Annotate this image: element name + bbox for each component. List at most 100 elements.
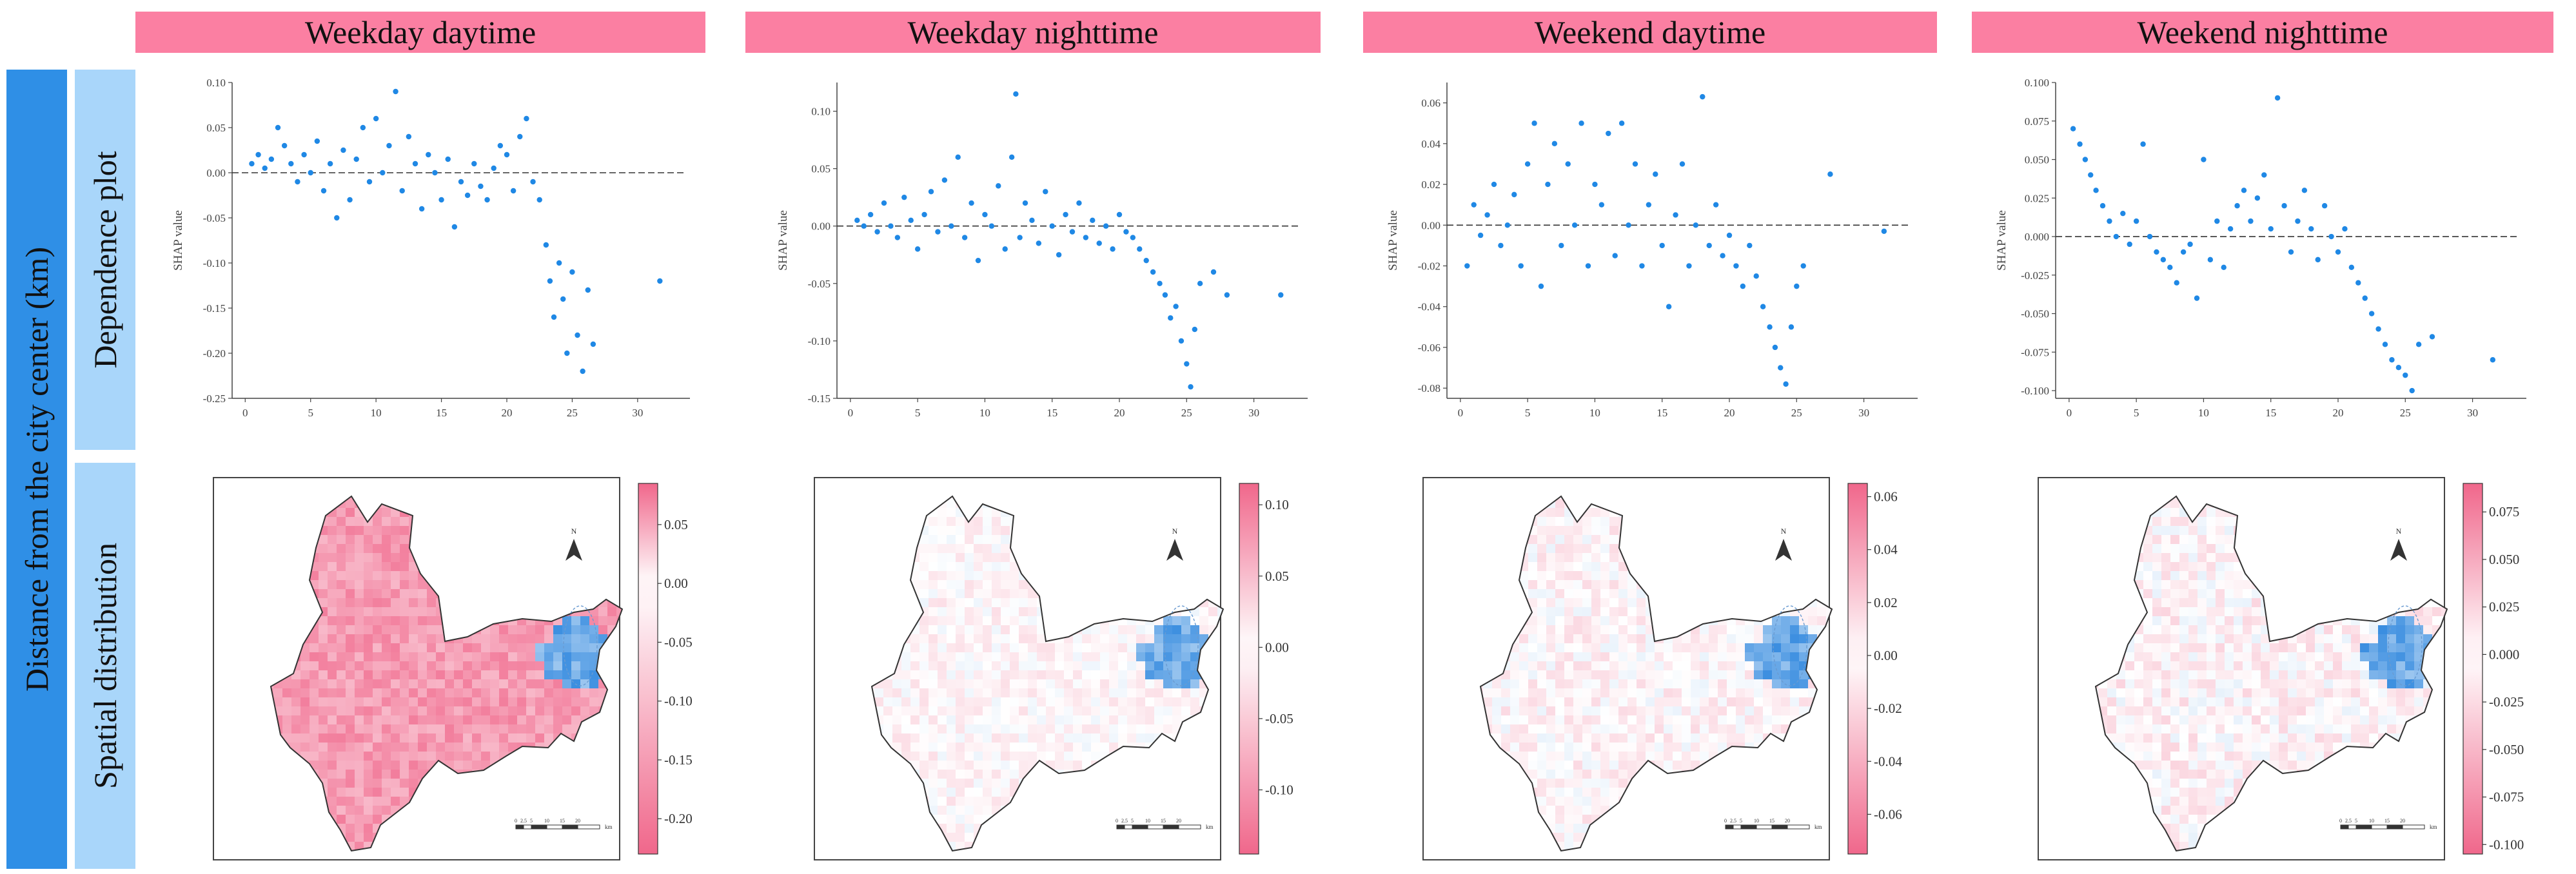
map-cell xyxy=(1600,544,1609,553)
data-point xyxy=(418,206,425,212)
map-cell xyxy=(1691,697,1700,706)
panel-title-4: Weekend nighttime xyxy=(2137,14,2388,50)
map-cell xyxy=(1727,697,1736,706)
data-point xyxy=(1224,292,1230,298)
map-cell xyxy=(400,788,409,797)
data-point xyxy=(2389,357,2395,363)
map-cell xyxy=(1537,643,1546,652)
map-cell xyxy=(1028,743,1037,752)
data-point xyxy=(2274,95,2281,101)
data-point xyxy=(412,160,418,167)
data-point xyxy=(1639,263,1645,269)
x-tick-label: 20 xyxy=(2333,407,2344,419)
map-cell xyxy=(1582,761,1591,770)
map-cell xyxy=(517,625,526,634)
map-cell xyxy=(454,752,463,761)
map-cell xyxy=(1664,724,1673,733)
map-cell xyxy=(1082,652,1091,661)
map-cell xyxy=(1736,670,1745,679)
map-cell xyxy=(409,715,418,724)
data-point xyxy=(1464,263,1470,269)
map-cell xyxy=(319,661,328,670)
map-cell xyxy=(1618,697,1627,706)
map-cell xyxy=(974,724,983,733)
map-cell xyxy=(1573,643,1582,652)
map-cell xyxy=(1537,625,1546,634)
map-cell xyxy=(382,571,391,580)
map-cell xyxy=(1772,697,1781,706)
map-cell xyxy=(391,670,400,679)
map-cell xyxy=(1528,571,1537,580)
map-cell xyxy=(1064,761,1073,770)
map-cell xyxy=(1627,580,1637,589)
map-cell xyxy=(1673,724,1682,733)
map-cell xyxy=(319,743,328,752)
map-cell xyxy=(919,544,929,553)
map-cell xyxy=(1537,697,1546,706)
map-cell xyxy=(580,643,589,652)
map-cell xyxy=(1655,697,1664,706)
map-cell xyxy=(938,697,947,706)
map-cell xyxy=(1555,679,1564,688)
map-cell xyxy=(938,815,947,824)
map-cell xyxy=(1163,670,1172,679)
map-cell xyxy=(355,724,364,733)
map-cell xyxy=(1010,770,1019,779)
map-cell xyxy=(1591,562,1600,571)
map-cell xyxy=(1528,580,1537,589)
map-cell xyxy=(947,679,956,688)
map-cell xyxy=(346,733,355,743)
data-point xyxy=(1484,212,1490,218)
map-cell xyxy=(1673,733,1682,743)
map-cell xyxy=(892,743,901,752)
map-cell xyxy=(1808,616,1817,625)
x-tick-label: 15 xyxy=(1657,407,1667,419)
map-cell xyxy=(1181,706,1190,715)
map-cell xyxy=(373,770,382,779)
map-cell xyxy=(355,761,364,770)
map-cell xyxy=(355,770,364,779)
map-cell xyxy=(310,688,319,697)
map-cell xyxy=(1163,634,1172,643)
data-point xyxy=(438,197,444,203)
data-point xyxy=(1881,228,1887,234)
data-point xyxy=(1700,93,1706,100)
map-cell xyxy=(373,670,382,679)
map-cell xyxy=(382,688,391,697)
map-cell xyxy=(1172,652,1181,661)
data-point xyxy=(861,223,867,229)
map-cell xyxy=(490,697,499,706)
map-cell xyxy=(355,634,364,643)
map-cell xyxy=(373,625,382,634)
map-cell xyxy=(1091,697,1100,706)
map-cell xyxy=(1781,670,1790,679)
x-tick-label: 30 xyxy=(632,407,643,419)
map-cell xyxy=(337,815,346,824)
x-tick-label: 25 xyxy=(2400,407,2411,419)
map-cell xyxy=(1546,670,1555,679)
colorbar-tick-label: 0.00 xyxy=(664,576,688,591)
map-cell xyxy=(580,706,589,715)
map-cell xyxy=(544,625,553,634)
map-cell xyxy=(1055,752,1064,761)
map-cell xyxy=(1537,562,1546,571)
map-cell xyxy=(328,752,337,761)
data-point xyxy=(445,156,451,162)
map-cell xyxy=(1519,571,1528,580)
map-cell xyxy=(1082,634,1091,643)
map-cell xyxy=(1709,715,1718,724)
map-cell xyxy=(1510,715,1519,724)
map-cell xyxy=(373,661,382,670)
map-cell xyxy=(1763,625,1772,634)
colorbar-tick-label: -0.10 xyxy=(1265,782,1293,797)
map-cell xyxy=(1528,706,1537,715)
map-cell xyxy=(346,770,355,779)
map-cell xyxy=(418,679,427,688)
map-cell xyxy=(1001,598,1010,607)
data-point xyxy=(560,296,566,302)
data-point xyxy=(1110,246,1116,252)
map-cell xyxy=(1001,670,1010,679)
map-cell xyxy=(319,535,328,544)
map-cell xyxy=(319,553,328,562)
map-cell xyxy=(1019,625,1028,634)
